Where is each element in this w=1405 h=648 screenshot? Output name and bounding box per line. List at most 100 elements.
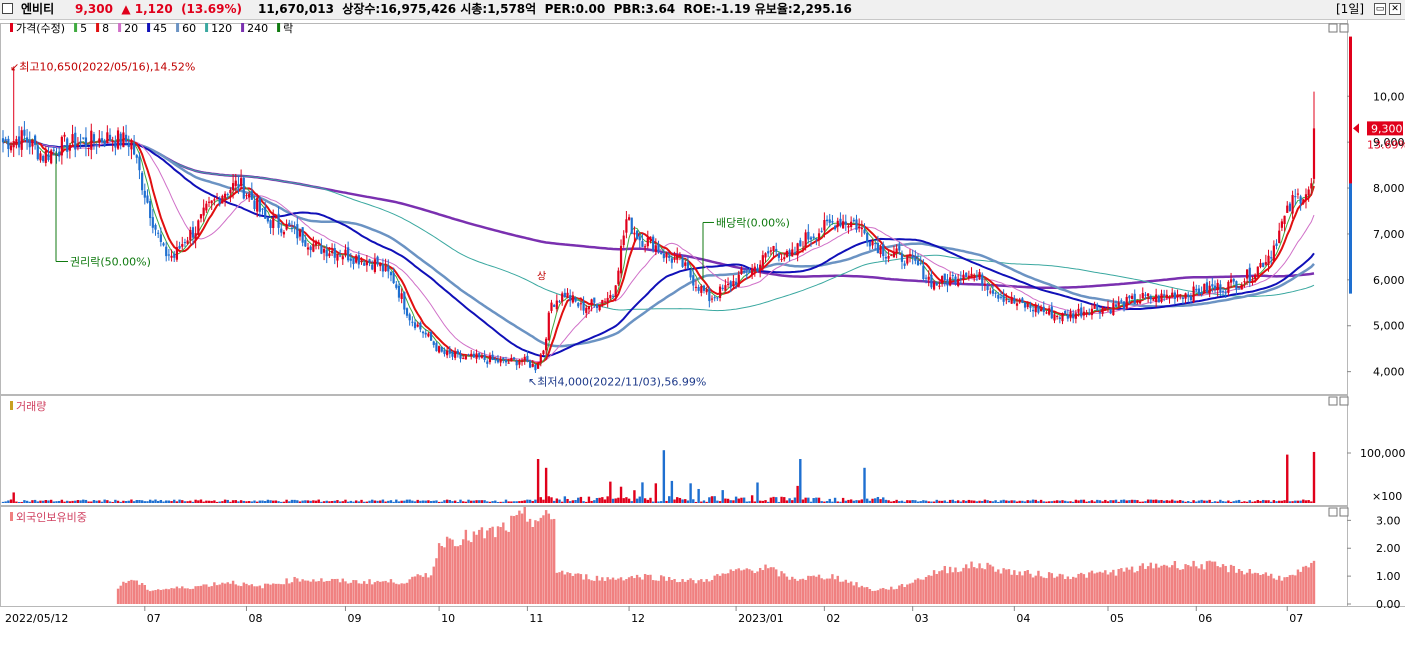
- candle-body: [986, 286, 989, 291]
- candle-body: [1229, 279, 1233, 283]
- candle-body: [1048, 308, 1051, 315]
- candle-body: [381, 264, 385, 272]
- foreign-bar: [1144, 568, 1147, 604]
- volume-bar: [916, 501, 920, 503]
- volume-bar: [865, 498, 869, 503]
- candle-body: [1302, 199, 1305, 204]
- volume-bar: [79, 500, 82, 503]
- foreign-bar: [1114, 575, 1118, 604]
- foreign-bar: [646, 574, 649, 604]
- candle-body: [285, 224, 288, 230]
- candle-body: [547, 312, 550, 341]
- volume-bar: [606, 496, 609, 503]
- candle-body: [858, 226, 861, 229]
- candle-body: [248, 194, 251, 198]
- volume-bar: [403, 500, 406, 503]
- foreign-bar: [1280, 580, 1284, 604]
- panel-min-button: [1328, 507, 1338, 517]
- volume-bar: [1208, 499, 1211, 503]
- foreign-bar: [1187, 565, 1190, 604]
- candle-body: [186, 240, 189, 244]
- foreign-bar: [844, 579, 847, 604]
- volume-bar: [293, 499, 296, 503]
- foreign-bar: [1237, 568, 1241, 604]
- volume-bar: [1058, 500, 1062, 503]
- candle-body: [146, 195, 149, 203]
- foreign-bar: [668, 576, 671, 604]
- foreign-bar: [536, 521, 540, 604]
- candle-body: [799, 240, 802, 247]
- foreign-bar: [560, 570, 564, 604]
- volume-bar: [242, 500, 245, 503]
- candle-body: [777, 253, 780, 258]
- foreign-bar: [175, 586, 179, 604]
- foreign-bar: [258, 585, 262, 604]
- candle-body: [785, 250, 789, 258]
- candle-body: [866, 232, 869, 243]
- volume-bar: [464, 501, 468, 503]
- candle-body: [306, 247, 310, 250]
- close-button[interactable]: ✕: [1389, 3, 1401, 15]
- candle-body: [427, 333, 430, 337]
- x-tick-label: 07: [147, 612, 161, 625]
- candle-body: [202, 207, 205, 216]
- volume-bar: [9, 499, 13, 503]
- volume-bar: [362, 501, 366, 503]
- candle-body: [748, 271, 751, 274]
- foreign-bar: [520, 513, 524, 604]
- volume-bar: [306, 500, 310, 503]
- volume-bar: [951, 499, 955, 503]
- volume: 11,670,013: [258, 2, 334, 16]
- volume-bar: [686, 500, 690, 503]
- volume-bar: [761, 500, 765, 503]
- candle-body: [689, 270, 692, 278]
- volume-bar: [1018, 500, 1021, 503]
- volume-bar: [807, 497, 810, 503]
- candle-body: [293, 226, 296, 228]
- foreign-bar: [994, 571, 997, 604]
- volume-bar: [563, 496, 567, 503]
- foreign-bar: [777, 576, 781, 604]
- candle-body: [1034, 305, 1037, 313]
- foreign-bar: [392, 582, 395, 604]
- volume-bar: [927, 501, 930, 503]
- volume-bar: [718, 501, 722, 503]
- volume-bar: [47, 500, 50, 503]
- candle-body: [1227, 281, 1230, 293]
- volume-bar: [646, 499, 649, 503]
- candle-body: [4, 139, 7, 141]
- candle-body: [416, 324, 419, 327]
- period-selector[interactable]: [1일]: [1336, 2, 1365, 16]
- candle-body: [649, 236, 652, 241]
- volume-bar: [459, 499, 462, 503]
- volume-bar: [352, 501, 355, 503]
- candle-body: [1181, 297, 1184, 299]
- foreign-bar: [403, 583, 406, 604]
- restore-button[interactable]: ▭: [1374, 3, 1386, 15]
- foreign-bar: [662, 576, 666, 604]
- candle-body: [756, 269, 759, 272]
- foreign-bar: [879, 588, 882, 604]
- candle-body: [1264, 262, 1267, 265]
- foreign-bar: [601, 577, 604, 604]
- volume-bar: [1023, 501, 1027, 503]
- foreign-bar: [373, 582, 377, 604]
- candle-body: [1114, 304, 1118, 307]
- candle-body: [31, 139, 34, 147]
- checkbox[interactable]: [2, 3, 13, 14]
- volume-bar: [1302, 499, 1305, 503]
- foreign-bar: [304, 580, 307, 604]
- annotation-gap: 상: [537, 270, 546, 282]
- foreign-bar: [1117, 569, 1120, 604]
- chart-area[interactable]: 10,0009,0008,0007,0006,0005,0004,000가격(수…: [0, 20, 1405, 648]
- foreign-bar: [579, 574, 583, 604]
- foreign-bar: [264, 583, 267, 604]
- candle-body: [965, 272, 968, 277]
- volume-bar: [943, 500, 946, 503]
- candle-body: [496, 359, 500, 363]
- volume-bar: [1224, 501, 1227, 503]
- candle-body: [253, 200, 256, 210]
- candle-body: [405, 308, 409, 316]
- foreign-bar: [1112, 569, 1115, 604]
- foreign-bar: [494, 537, 497, 604]
